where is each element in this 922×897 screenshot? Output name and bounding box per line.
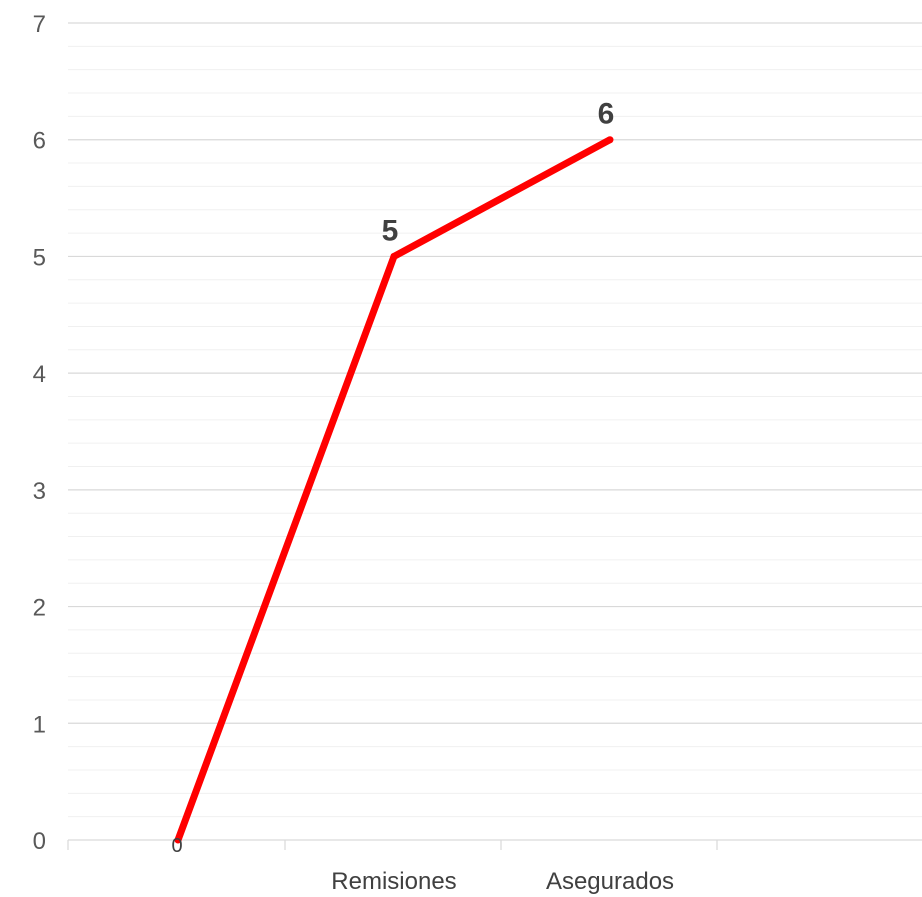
- y-tick-label: 2: [33, 595, 46, 622]
- y-tick-label: 4: [33, 361, 46, 388]
- data-point: [390, 252, 398, 260]
- y-tick-label: 1: [33, 711, 46, 738]
- major-gridlines: [68, 22, 922, 724]
- data-point: [174, 836, 182, 844]
- x-axis: [67, 839, 922, 850]
- x-axis-category-labels: Remisiones Asegurados: [331, 868, 674, 895]
- series-line-group: [174, 136, 614, 844]
- data-labels: 0 5 6: [171, 98, 614, 857]
- x-category-label: Remisiones: [331, 868, 456, 895]
- y-axis-tick-labels: 0 1 2 3 4 5 6 7: [33, 11, 46, 855]
- y-tick-label: 5: [33, 244, 46, 271]
- minor-gridlines: [68, 45, 922, 818]
- data-point: [606, 136, 614, 144]
- y-tick-label: 7: [33, 11, 46, 38]
- data-label: 5: [382, 214, 399, 247]
- data-label: 0: [171, 835, 182, 857]
- y-tick-label: 3: [33, 478, 46, 505]
- x-category-label: Asegurados: [546, 868, 674, 895]
- y-tick-label: 0: [33, 828, 46, 855]
- data-label: 6: [598, 98, 615, 131]
- y-tick-label: 6: [33, 128, 46, 155]
